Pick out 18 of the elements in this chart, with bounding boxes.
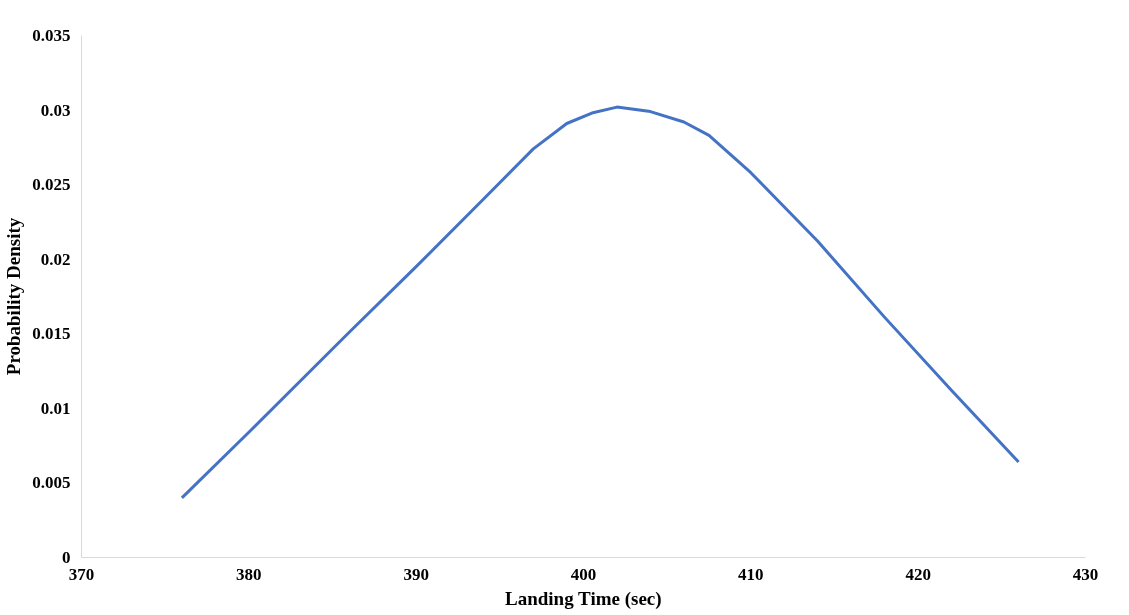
x-tick-label: 370	[68, 564, 95, 584]
line-series	[180, 105, 1021, 500]
x-tick-label: 390	[403, 564, 429, 584]
y-tick-label: 0.03	[40, 100, 71, 120]
y-tick-label: 0.035	[32, 26, 71, 45]
x-tick-label: 410	[738, 564, 764, 584]
x-axis-title: Landing Time (sec)	[505, 587, 662, 610]
y-axis-title: Probability Density	[3, 217, 25, 376]
y-tick-label: 0.02	[40, 249, 71, 269]
y-tick-label: 0	[62, 548, 71, 567]
x-tick-label: 400	[570, 564, 597, 584]
x-tick-label: 430	[1072, 564, 1099, 584]
y-tick-label: 0.01	[40, 398, 71, 418]
y-tick-label: 0.025	[32, 175, 71, 195]
y-tick-label: 0.005	[32, 473, 71, 493]
y-tick-label: 0.015	[32, 324, 71, 344]
x-tick-label: 420	[905, 564, 931, 584]
x-tick-label: 380	[236, 564, 262, 584]
